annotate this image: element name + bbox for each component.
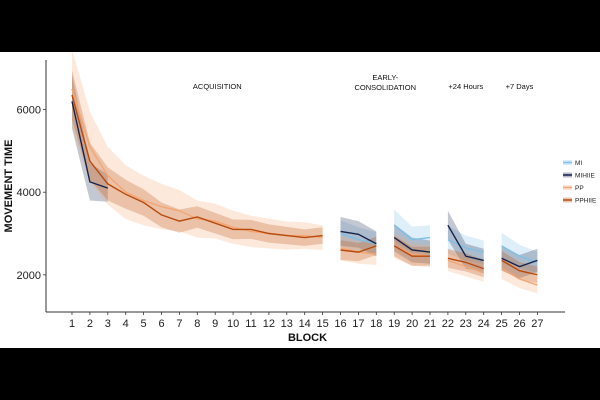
x-tick-labels: 1 2 3 4 5 6 7 8 9 10 11 12 13 14 15 16 17 18 19 20 21 22 23 24 2… bbox=[69, 318, 544, 330]
error-band-pp-4 bbox=[501, 258, 538, 294]
series-line-mihiie-4 bbox=[501, 257, 538, 268]
error-band-mihiie-4 bbox=[501, 245, 538, 279]
legend: MI MIHIIE PP PPHIIE bbox=[563, 160, 597, 205]
y-tick-label-2000: 2000 bbox=[17, 270, 41, 282]
x-tick-label-20: 20 bbox=[406, 318, 418, 330]
x-tick-label-19: 19 bbox=[388, 318, 400, 330]
error-band-mi-0 bbox=[340, 220, 377, 256]
series-line-pphiie-2 bbox=[393, 245, 430, 257]
x-tick-label-27: 27 bbox=[531, 318, 543, 330]
x-tick-label-25: 25 bbox=[495, 318, 507, 330]
series-line-mi-0 bbox=[340, 232, 377, 245]
error-band-pp-0 bbox=[72, 52, 323, 250]
y-tick-labels: 2000 4000 6000 bbox=[17, 105, 41, 282]
x-tick-label-14: 14 bbox=[299, 318, 311, 330]
series-line-mi-3 bbox=[501, 245, 538, 264]
series-line-pphiie-1 bbox=[340, 245, 377, 253]
series-line-pphiie-4 bbox=[501, 259, 538, 276]
x-tick-label-26: 26 bbox=[513, 318, 525, 330]
error-band-mihiie-3 bbox=[447, 210, 484, 272]
error-band-mi-1 bbox=[394, 209, 430, 253]
error-band-mihiie-2 bbox=[394, 224, 430, 264]
y-axis-title: MOVEMENT TIME bbox=[3, 140, 15, 233]
series-line-pphiie-0 bbox=[71, 94, 323, 239]
x-tick-label-24: 24 bbox=[478, 318, 490, 330]
series-lines bbox=[71, 88, 538, 286]
x-tick-label-10: 10 bbox=[227, 318, 239, 330]
series-line-pp-4 bbox=[501, 267, 538, 286]
series-line-mi-1 bbox=[393, 224, 431, 241]
series-line-mihiie-2 bbox=[393, 237, 431, 253]
x-tick-label-7: 7 bbox=[176, 318, 182, 330]
x-tick-label-11: 11 bbox=[245, 318, 256, 330]
series-line-mihiie-3 bbox=[447, 224, 484, 262]
series-line-mi-2 bbox=[447, 239, 484, 253]
phase-label-3: +7 Days bbox=[506, 82, 534, 91]
x-tick-label-4: 4 bbox=[123, 318, 129, 330]
x-tick-label-22: 22 bbox=[442, 318, 454, 330]
x-tick-label-18: 18 bbox=[370, 318, 382, 330]
x-tick-label-5: 5 bbox=[141, 318, 147, 330]
x-tick-label-13: 13 bbox=[281, 318, 293, 330]
x-tick-label-8: 8 bbox=[194, 318, 200, 330]
x-tick-label-21: 21 bbox=[424, 318, 436, 330]
error-band-mihiie-1 bbox=[340, 217, 377, 257]
x-tick-label-1: 1 bbox=[69, 318, 75, 330]
x-tick-label-16: 16 bbox=[334, 318, 346, 330]
error-band-pphiie-1 bbox=[340, 236, 377, 262]
legend-label-mihiie: MIHIIE bbox=[575, 173, 596, 180]
x-tick-label-23: 23 bbox=[460, 318, 472, 330]
y-tick-label-4000: 4000 bbox=[17, 187, 41, 199]
figure-panel: 1 2 3 4 5 6 7 8 9 10 11 12 13 14 15 16 17 18 19 20 21 22 23 24 2… bbox=[0, 52, 600, 348]
error-band-pphiie-0 bbox=[72, 70, 323, 246]
legend-label-pp: PP bbox=[575, 185, 584, 192]
phase-label-0: ACQUISITION bbox=[193, 82, 242, 91]
series-line-pp-3 bbox=[447, 259, 484, 274]
x-tick-label-17: 17 bbox=[352, 318, 364, 330]
axes bbox=[43, 60, 565, 315]
series-line-pphiie-3 bbox=[447, 257, 484, 270]
error-band-pp-1 bbox=[340, 235, 377, 265]
x-tick-label-3: 3 bbox=[105, 318, 111, 330]
x-tick-label-12: 12 bbox=[263, 318, 275, 330]
x-axis-title: BLOCK bbox=[288, 332, 327, 344]
x-tick-label-2: 2 bbox=[87, 318, 93, 330]
phase-label-1: EARLY-CONSOLIDATION bbox=[354, 73, 416, 92]
series-line-mihiie-1 bbox=[340, 230, 377, 245]
movement-time-chart: 1 2 3 4 5 6 7 8 9 10 11 12 13 14 15 16 17 18 19 20 21 22 23 24 2… bbox=[3, 52, 597, 344]
phase-label-2: +24 Hours bbox=[448, 82, 483, 91]
legend-label-pphiie: PPHIIE bbox=[575, 198, 597, 205]
phase-labels: ACQUISITION EARLY-CONSOLIDATION +24 Hours +… bbox=[193, 73, 534, 92]
legend-label-mi: MI bbox=[575, 160, 582, 167]
error-band-pp-3 bbox=[447, 249, 484, 282]
y-tick-label-6000: 6000 bbox=[17, 105, 41, 117]
x-tick-label-6: 6 bbox=[158, 318, 164, 330]
error-band-mi-2 bbox=[447, 225, 484, 264]
error-band-mihiie-0 bbox=[72, 74, 108, 202]
x-tick-label-9: 9 bbox=[212, 318, 218, 330]
x-tick-label-15: 15 bbox=[316, 318, 328, 330]
series-line-mihiie-0 bbox=[71, 101, 109, 189]
